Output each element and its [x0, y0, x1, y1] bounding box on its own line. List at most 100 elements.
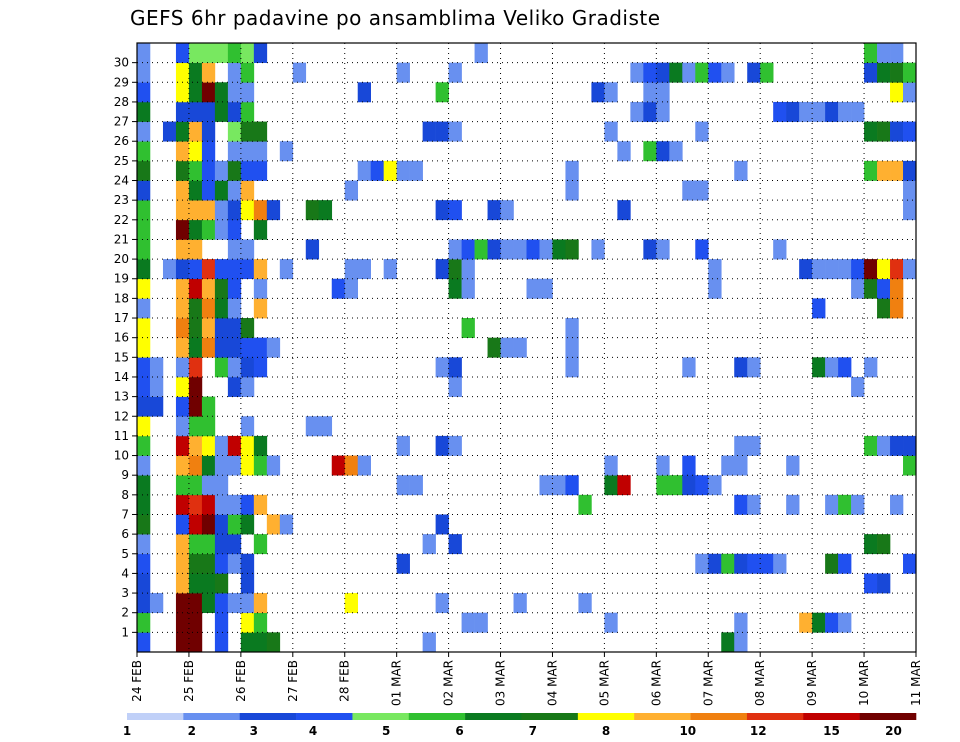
heatmap-cell — [682, 475, 696, 496]
heatmap-cell — [877, 121, 891, 142]
y-tick-label: 11 — [114, 429, 129, 443]
heatmap-cell — [825, 357, 839, 378]
y-tick-label: 26 — [114, 134, 129, 148]
heatmap-cell — [240, 141, 255, 162]
heatmap-cell — [487, 337, 501, 358]
heatmap-cell — [864, 573, 878, 594]
heatmap-cell — [357, 455, 371, 476]
heatmap-cell — [214, 514, 229, 535]
heatmap-cell — [137, 573, 151, 594]
heatmap-cell — [786, 101, 800, 122]
y-tick-label: 5 — [121, 547, 129, 561]
x-tick-label: 27 FEB — [286, 660, 300, 702]
heatmap-cell — [201, 573, 216, 594]
heatmap-cell — [214, 101, 229, 122]
heatmap-cell — [318, 416, 333, 437]
heatmap-cell — [864, 121, 878, 142]
colorbar-swatch — [183, 713, 241, 720]
heatmap-cell — [851, 278, 865, 299]
heatmap-cell — [201, 62, 216, 83]
heatmap-cell — [721, 455, 735, 476]
heatmap-cell — [877, 259, 891, 280]
heatmap-cell — [344, 278, 359, 299]
heatmap-cell — [240, 82, 255, 103]
heatmap-cell — [799, 612, 813, 633]
heatmap-cell — [474, 239, 488, 260]
heatmap-cell — [565, 318, 579, 338]
heatmap-cell — [695, 180, 709, 201]
heatmap-cell — [175, 632, 190, 653]
y-tick-label: 22 — [114, 213, 129, 227]
heatmap-cell — [799, 101, 813, 122]
heatmap-cell — [214, 200, 229, 221]
heatmap-cell — [188, 200, 203, 221]
heatmap-cell — [513, 337, 527, 358]
heatmap-cell — [240, 416, 255, 437]
heatmap-cell — [617, 200, 631, 221]
heatmap-cell — [227, 160, 242, 181]
heatmap-cell — [656, 62, 670, 83]
colorbar-swatch — [634, 713, 691, 720]
heatmap-cell — [448, 62, 462, 83]
heatmap-cell — [175, 553, 190, 574]
heatmap-cell — [604, 475, 618, 496]
y-tick-label: 29 — [114, 75, 129, 89]
heatmap-cell — [149, 593, 164, 614]
heatmap-cell — [734, 160, 748, 181]
heatmap-cell — [838, 357, 852, 378]
heatmap-cell — [461, 239, 475, 260]
heatmap-cell — [188, 514, 203, 535]
heatmap-cell — [240, 553, 255, 574]
heatmap-cell — [201, 593, 216, 614]
y-tick-label: 21 — [114, 232, 129, 246]
heatmap-cell — [838, 494, 852, 515]
heatmap-cell — [643, 82, 657, 103]
heatmap-cell — [331, 278, 346, 299]
heatmap-cell — [175, 435, 190, 456]
heatmap-cell — [253, 494, 268, 515]
heatmap-cell — [214, 259, 229, 280]
colorbar-label: 20 — [885, 724, 902, 738]
heatmap-cell — [227, 200, 242, 221]
heatmap-cell — [656, 239, 670, 260]
heatmap-cell — [604, 121, 618, 142]
heatmap-cell — [201, 160, 216, 181]
heatmap-cell — [188, 62, 203, 83]
heatmap-cell — [175, 298, 190, 319]
heatmap-cell — [240, 101, 255, 122]
heatmap-cell — [253, 259, 268, 280]
heatmap-cell — [448, 376, 462, 397]
heatmap-cell — [137, 219, 151, 240]
y-tick-label: 24 — [114, 174, 129, 188]
heatmap-cell — [201, 259, 216, 280]
heatmap-cell — [227, 239, 242, 260]
heatmap-cell — [201, 121, 216, 142]
heatmap-cell — [227, 259, 242, 280]
heatmap-cell — [851, 259, 865, 280]
heatmap-cell — [825, 612, 839, 633]
heatmap-cell — [851, 101, 865, 122]
heatmap-cell — [201, 200, 216, 221]
heatmap-cell — [201, 337, 216, 358]
heatmap-cell — [214, 553, 229, 574]
heatmap-cell — [188, 160, 203, 181]
heatmap-cell — [695, 553, 709, 574]
heatmap-cell — [214, 573, 229, 594]
heatmap-cell — [175, 62, 190, 83]
heatmap-cell — [435, 357, 449, 378]
heatmap-cell — [474, 612, 488, 633]
heatmap-cell — [214, 357, 229, 378]
heatmap-cell — [695, 121, 709, 142]
heatmap-cell — [240, 62, 255, 83]
heatmap-cell — [137, 396, 151, 417]
heatmap-cell — [175, 593, 190, 614]
heatmap-cell — [708, 475, 722, 496]
heatmap-cell — [175, 534, 190, 555]
heatmap-cell — [240, 239, 255, 260]
heatmap-cell — [201, 396, 216, 417]
colorbar-label: 5 — [382, 724, 390, 738]
heatmap-cell — [890, 435, 904, 456]
x-tick-label: 24 FEB — [130, 660, 144, 702]
heatmap-cell — [175, 475, 190, 496]
